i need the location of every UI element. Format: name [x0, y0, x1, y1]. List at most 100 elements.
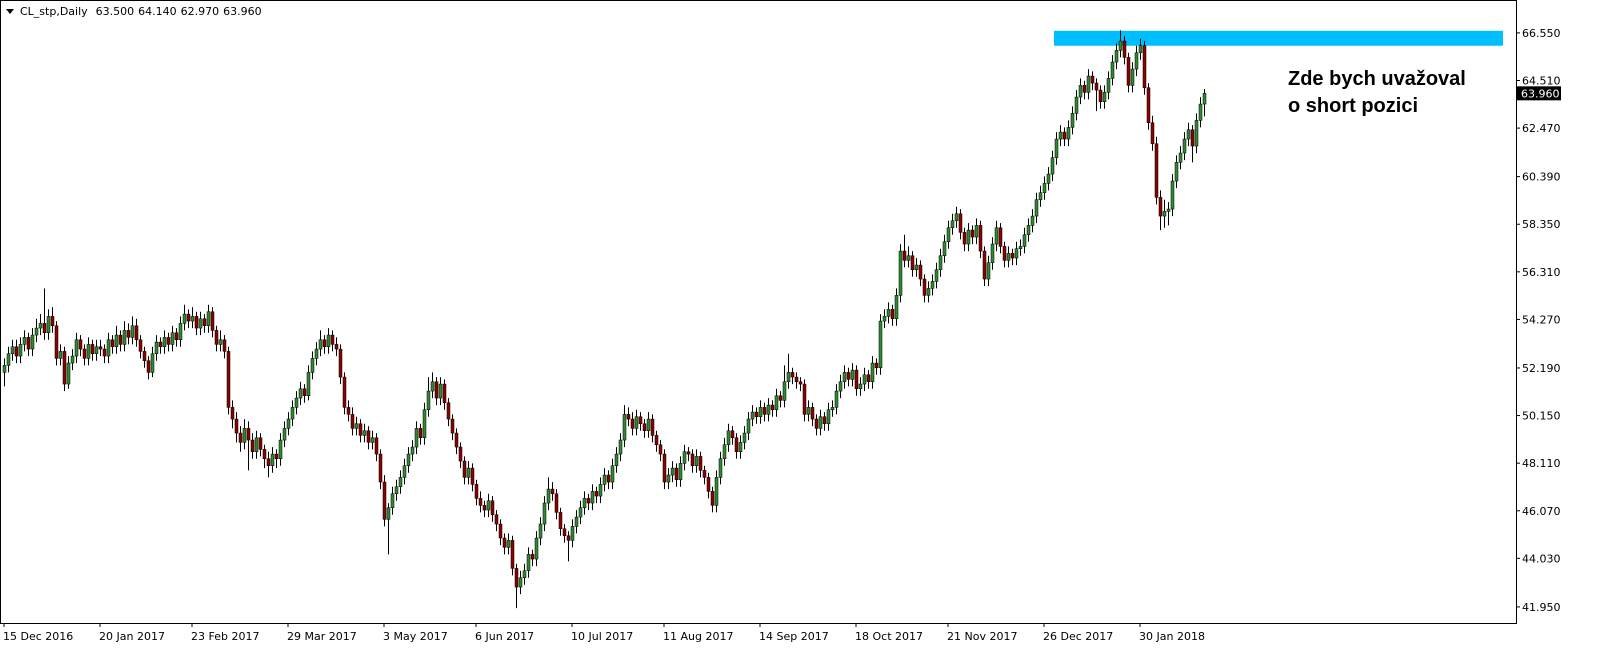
candle-body	[118, 334, 123, 345]
x-tick-label: 30 Jan 2018	[1139, 630, 1205, 643]
candle-body	[498, 523, 503, 539]
candle-body	[626, 414, 631, 420]
candle-body	[66, 362, 71, 385]
candle-body	[222, 339, 227, 352]
x-tick-label: 15 Dec 2016	[3, 630, 73, 643]
candle-body	[310, 358, 315, 373]
candle-body	[114, 334, 119, 347]
candle-body	[1130, 68, 1135, 86]
candle-body	[782, 381, 787, 401]
candle-body	[702, 470, 707, 478]
candle-body	[974, 225, 979, 238]
candle-body	[290, 407, 295, 420]
candle-body	[182, 313, 187, 324]
candle-body	[878, 320, 883, 368]
candle-body	[466, 467, 471, 478]
x-tick-label: 10 Jul 2017	[571, 630, 633, 643]
candle-body	[422, 409, 427, 438]
candle-body	[530, 554, 535, 560]
candle-body	[710, 491, 715, 506]
candle-body	[1110, 61, 1115, 79]
candle-body	[938, 255, 943, 270]
candle-body	[38, 323, 43, 329]
candle-body	[1142, 45, 1147, 88]
x-tick-label: 29 Mar 2017	[287, 630, 357, 643]
candle-body	[162, 337, 167, 347]
candle-body	[406, 453, 411, 466]
candle-body	[534, 537, 539, 560]
candle-body	[454, 432, 459, 448]
candle-body	[30, 334, 35, 350]
candle-body	[866, 374, 871, 382]
candle-body	[414, 428, 419, 448]
candle-body	[1022, 234, 1027, 247]
candle-body	[254, 437, 259, 452]
candle-body	[674, 467, 679, 480]
candle-body	[886, 309, 891, 317]
candle-body	[326, 334, 331, 347]
x-tick-label: 3 May 2017	[383, 630, 448, 643]
candle-body	[574, 516, 579, 527]
candle-body	[1106, 78, 1111, 93]
candle-body	[1202, 93, 1207, 105]
candle-body	[1094, 82, 1099, 91]
y-tick-label: 41.950	[1522, 601, 1561, 614]
x-tick-label: 23 Feb 2017	[191, 630, 259, 643]
candle-body	[666, 474, 671, 483]
candle-body	[494, 514, 499, 525]
x-tick-label: 18 Oct 2017	[855, 630, 923, 643]
candle-body	[1046, 173, 1051, 184]
candle-body	[926, 288, 931, 296]
menu-arrow[interactable]	[6, 9, 14, 14]
candle-body	[650, 418, 655, 436]
candle-body	[42, 323, 47, 333]
candle-body	[282, 428, 287, 441]
y-tick-label: 48.110	[1522, 457, 1561, 470]
candle-body	[1194, 120, 1199, 147]
candle-body	[342, 376, 347, 408]
candle-body	[1066, 127, 1071, 140]
candle-body	[1070, 113, 1075, 128]
candle-body	[74, 339, 79, 357]
candle-body	[278, 439, 283, 459]
candle-body	[374, 437, 379, 455]
candle-body	[946, 227, 951, 242]
candle-body	[386, 507, 391, 520]
candle-body	[542, 502, 547, 525]
candle-body	[430, 381, 435, 392]
candle-body	[770, 404, 775, 410]
header-high: 64.140	[138, 5, 177, 18]
candle-body	[842, 372, 847, 382]
y-tick-label: 66.550	[1522, 27, 1561, 40]
candle-body	[194, 316, 199, 329]
candle-body	[1170, 180, 1175, 210]
candle-body	[554, 493, 559, 513]
candle-body	[826, 409, 831, 424]
y-tick-label: 44.030	[1522, 552, 1561, 565]
y-tick-label: 52.190	[1522, 362, 1561, 375]
candle-body	[802, 383, 807, 415]
candle-body	[678, 463, 683, 480]
candle-body	[298, 388, 303, 399]
candle-body	[502, 537, 507, 548]
candle-body	[230, 407, 235, 420]
candle-body	[862, 374, 867, 385]
chart-header: CL_stp,Daily 63.500 64.140 62.970 63.960	[20, 5, 262, 18]
candle-body	[1154, 143, 1159, 198]
candle-body	[594, 491, 599, 497]
candle-body	[366, 430, 371, 443]
price-tag-label: 63.960	[1521, 87, 1560, 100]
candle-body	[750, 411, 755, 420]
candle-body	[582, 498, 587, 508]
candle-body	[1034, 199, 1039, 217]
candle-body	[470, 467, 475, 485]
candle-body	[410, 446, 415, 455]
candle-body	[402, 465, 407, 478]
candle-body	[210, 311, 215, 331]
candle-body	[274, 453, 279, 459]
candle-body	[838, 381, 843, 392]
candle-body	[1082, 85, 1087, 93]
candle-body	[906, 255, 911, 261]
candle-body	[538, 523, 543, 539]
candle-body	[930, 281, 935, 289]
